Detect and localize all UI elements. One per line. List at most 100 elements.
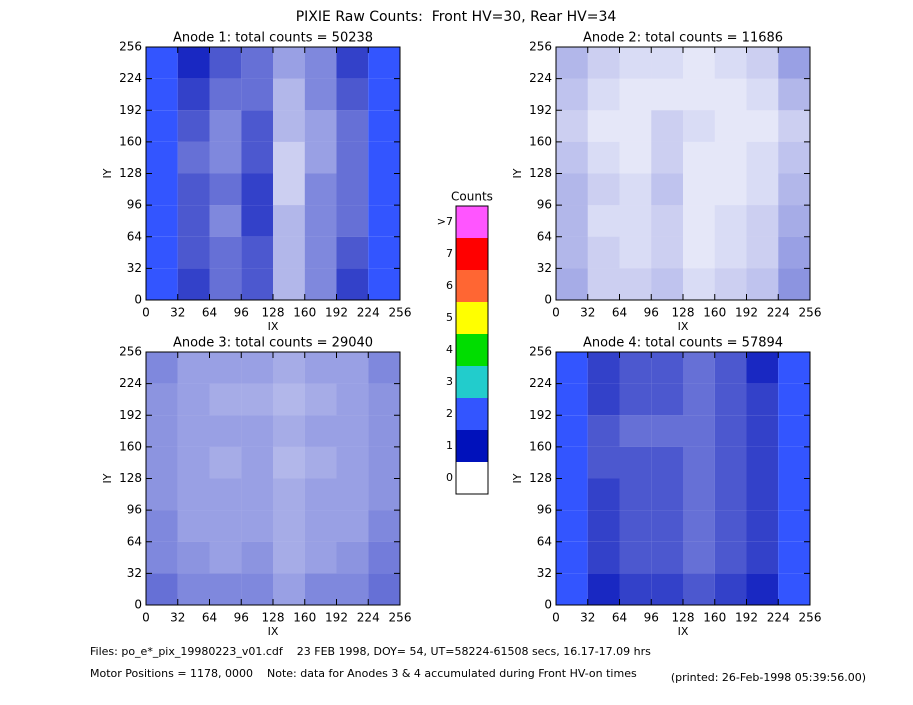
x-tick-label: 256	[389, 611, 412, 625]
x-tick-label: 192	[325, 306, 348, 320]
y-tick-label: 256	[529, 40, 552, 54]
x-tick-label: 64	[612, 306, 627, 320]
heat-cell	[746, 236, 779, 269]
heat-cell	[587, 510, 620, 542]
heat-cell	[273, 205, 305, 237]
heat-cell	[368, 173, 400, 206]
heat-cell	[651, 573, 683, 605]
heat-cell	[746, 573, 779, 605]
panel-title: Anode 1: total counts = 50238	[173, 31, 373, 46]
heat-cell	[587, 78, 620, 111]
heat-cell	[651, 383, 683, 416]
heat-cell	[368, 78, 400, 111]
heat-cell	[336, 510, 369, 542]
heat-cell	[746, 352, 779, 384]
y-tick-label: 32	[537, 261, 552, 275]
x-axis-label: IX	[678, 625, 689, 638]
heat-cell	[651, 173, 683, 206]
heat-cell	[273, 541, 305, 574]
colorbar-label: 4	[446, 343, 453, 356]
heat-cell	[368, 478, 400, 511]
heat-cell	[368, 352, 400, 384]
heat-cell	[177, 236, 210, 269]
x-tick-label: 160	[293, 306, 316, 320]
panel-title: Anode 2: total counts = 11686	[583, 31, 783, 46]
heat-cell	[556, 510, 588, 542]
heat-cell	[177, 141, 210, 174]
x-tick-label: 192	[325, 611, 348, 625]
heat-cell	[651, 47, 683, 79]
heat-cell	[587, 352, 620, 384]
heat-cell	[651, 352, 683, 384]
heat-cell	[209, 110, 242, 142]
heat-cell	[746, 541, 779, 574]
heat-cell	[683, 541, 715, 574]
heat-cell	[146, 510, 178, 542]
x-tick-label: 224	[767, 306, 790, 320]
x-tick-label: 0	[552, 611, 560, 625]
y-axis-label: IY	[511, 473, 524, 483]
heat-cell	[273, 268, 305, 300]
heat-cell	[556, 352, 588, 384]
x-tick-label: 160	[703, 306, 726, 320]
heat-cell	[304, 478, 337, 511]
heat-cell	[556, 268, 588, 300]
y-tick-label: 128	[529, 166, 552, 180]
heat-cell	[778, 268, 810, 300]
footer-motor: Motor Positions = 1178, 0000 Note: data …	[90, 667, 637, 680]
heat-cell	[304, 510, 337, 542]
colorbar-label: 3	[446, 375, 453, 388]
y-tick-label: 0	[134, 598, 142, 612]
y-tick-label: 64	[127, 229, 142, 243]
colorbar-swatch	[456, 206, 488, 238]
heat-cell	[778, 110, 810, 142]
heat-cell	[587, 205, 620, 237]
y-tick-label: 192	[529, 103, 552, 117]
heat-cell	[619, 352, 652, 384]
heat-cell	[273, 236, 305, 269]
heat-cell	[241, 383, 273, 416]
heat-cell	[651, 415, 683, 447]
heat-cell	[368, 383, 400, 416]
heat-cell	[778, 141, 810, 174]
x-tick-label: 256	[799, 306, 822, 320]
heat-cell	[209, 415, 242, 447]
x-tick-label: 32	[580, 306, 595, 320]
x-tick-label: 128	[262, 611, 285, 625]
heat-cell	[778, 415, 810, 447]
x-tick-label: 96	[644, 306, 659, 320]
x-tick-label: 256	[389, 306, 412, 320]
y-axis-label: IY	[101, 473, 114, 483]
heat-cell	[273, 478, 305, 511]
heat-cell	[746, 173, 779, 206]
y-tick-label: 0	[544, 293, 552, 307]
x-tick-label: 96	[644, 611, 659, 625]
heat-cell	[714, 78, 747, 111]
heat-cell	[746, 268, 779, 300]
figure-title: PIXIE Raw Counts: Front HV=30, Rear HV=3…	[296, 9, 617, 25]
heat-cell	[556, 236, 588, 269]
heat-cell	[587, 110, 620, 142]
heat-cell	[336, 573, 369, 605]
heat-cell	[241, 236, 273, 269]
heat-cell	[304, 352, 337, 384]
colorbar-swatch	[456, 430, 488, 462]
heat-cell	[368, 110, 400, 142]
x-tick-label: 256	[799, 611, 822, 625]
heat-cell	[714, 352, 747, 384]
heat-cell	[241, 446, 273, 479]
x-tick-label: 224	[357, 306, 380, 320]
heat-cell	[651, 110, 683, 142]
heat-cell	[241, 415, 273, 447]
heat-cell	[683, 415, 715, 447]
colorbar-label: 7	[446, 247, 453, 260]
heat-cell	[714, 173, 747, 206]
heat-cell	[619, 173, 652, 206]
heat-cell	[714, 47, 747, 79]
heat-cell	[146, 110, 178, 142]
heat-cell	[778, 510, 810, 542]
heat-cell	[177, 573, 210, 605]
heat-cell	[336, 236, 369, 269]
heat-cell	[177, 173, 210, 206]
heat-cell	[778, 352, 810, 384]
